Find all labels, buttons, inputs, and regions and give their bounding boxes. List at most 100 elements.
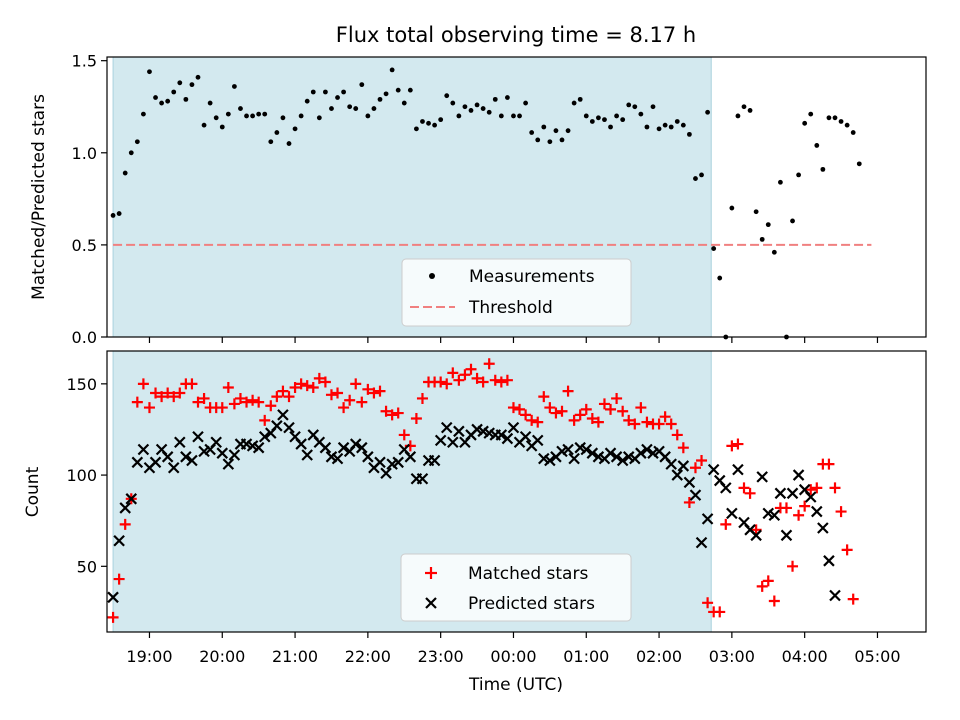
predicted-stars-point	[641, 443, 653, 456]
matched-stars-point	[847, 593, 859, 605]
predicted-stars-point	[829, 589, 841, 602]
matched-stars-point	[253, 396, 265, 408]
predicted-stars-point	[447, 436, 459, 449]
matched-stars-point	[501, 374, 513, 386]
matched-stars-point	[131, 396, 143, 408]
matched-stars-point	[398, 429, 410, 441]
predicted-stars-point	[531, 434, 544, 447]
measurements-point	[183, 96, 189, 102]
matched-stars-point	[265, 400, 277, 412]
matched-stars-point	[435, 376, 447, 388]
predicted-stars-point	[732, 463, 744, 476]
matched-stars-point	[410, 413, 422, 425]
predicted-stars-point	[113, 534, 125, 547]
predicted-stars-point	[683, 476, 696, 489]
predicted-stars-point	[319, 441, 332, 454]
measurements-point	[438, 117, 444, 123]
matched-stars-point	[641, 416, 653, 428]
measurements-point	[238, 106, 243, 111]
predicted-stars-point	[434, 434, 447, 447]
matched-stars-point	[683, 496, 695, 508]
matched-stars-point	[319, 376, 331, 388]
measurements-point	[741, 104, 747, 110]
matched-stars-point	[441, 378, 453, 390]
measurements-point	[456, 113, 462, 119]
measurements-point	[274, 130, 280, 135]
y-tick-label: 100	[66, 466, 97, 485]
matched-stars-point	[283, 391, 295, 403]
matched-stars-point	[799, 500, 811, 512]
predicted-stars-point	[362, 451, 374, 463]
matched-stars-point	[586, 413, 598, 425]
measurements-point	[134, 139, 140, 145]
measurements-point	[359, 82, 365, 88]
measurements-point	[620, 117, 626, 123]
predicted-stars-point	[707, 463, 720, 476]
measurements-point	[407, 87, 413, 93]
matched-stars-point	[119, 518, 131, 530]
matched-stars-point	[489, 374, 501, 386]
matched-stars-point	[222, 381, 234, 393]
measurements-point	[426, 120, 431, 126]
measurements-point	[468, 108, 474, 113]
measurements-point	[644, 124, 650, 130]
measurements-point	[638, 111, 644, 117]
predicted-stars-point	[356, 441, 368, 454]
x-tick-label: 21:00	[272, 647, 318, 666]
measurements-point	[153, 95, 158, 100]
predicted-stars-point	[174, 436, 186, 449]
measurements-point	[674, 119, 680, 124]
predicted-stars-point	[695, 536, 708, 549]
measurements-point	[232, 84, 237, 89]
predicted-stars-point	[610, 451, 623, 463]
matched-stars-point	[295, 378, 307, 390]
measurements-point	[523, 100, 528, 106]
matched-stars-point	[137, 378, 149, 390]
measurements-point	[110, 213, 116, 218]
measurements-point	[310, 89, 316, 95]
predicted-stars-point	[756, 471, 768, 483]
matched-stars-point	[368, 387, 380, 399]
matched-stars-point	[568, 414, 580, 426]
predicted-stars-point	[131, 456, 144, 469]
predicted-stars-point	[568, 452, 580, 465]
measurements-point	[365, 113, 371, 119]
x-tick-label: 22:00	[345, 647, 391, 666]
matched-stars-point	[526, 414, 538, 426]
measurements-point	[244, 113, 249, 119]
predicted-stars-point	[295, 438, 307, 450]
measurements-point	[668, 124, 674, 130]
measurements-point	[729, 205, 735, 211]
predicted-stars-point	[720, 482, 732, 494]
matched-stars-point	[465, 363, 477, 375]
measurements-point	[298, 113, 304, 119]
predicted-stars-point	[671, 469, 684, 481]
matched-stars-point	[598, 398, 610, 410]
predicted-stars-point	[119, 502, 131, 514]
counts-panel: 50 100 150 19:00 20:00 21:00 22:00 23:00 00:00 0…	[23, 350, 927, 666]
measurements-point	[735, 113, 741, 119]
measurements-point	[329, 106, 334, 111]
measurements-point	[577, 96, 583, 102]
measurements-point	[589, 119, 595, 124]
measurements-point	[771, 249, 777, 255]
matched-stars-point	[356, 396, 368, 408]
y-tick-label: 0.0	[72, 328, 97, 347]
measurements-point	[450, 100, 456, 106]
measurements-point	[856, 161, 862, 167]
measurements-point	[711, 246, 717, 251]
ratio-legend: Measurements Threshold	[401, 258, 632, 327]
matched-stars-point	[313, 372, 325, 384]
matched-stars-point	[386, 409, 398, 421]
measurements-point	[323, 89, 328, 95]
measurements-point	[486, 109, 492, 115]
matched-stars-point	[459, 369, 471, 381]
measurements-point	[814, 143, 820, 148]
measurements-point	[547, 139, 553, 145]
matched-stars-point	[350, 378, 362, 390]
measurements-point	[420, 119, 425, 124]
matched-stars-point	[198, 392, 210, 404]
x-tick-label: 23:00	[418, 647, 464, 666]
measurements-point	[553, 128, 559, 134]
